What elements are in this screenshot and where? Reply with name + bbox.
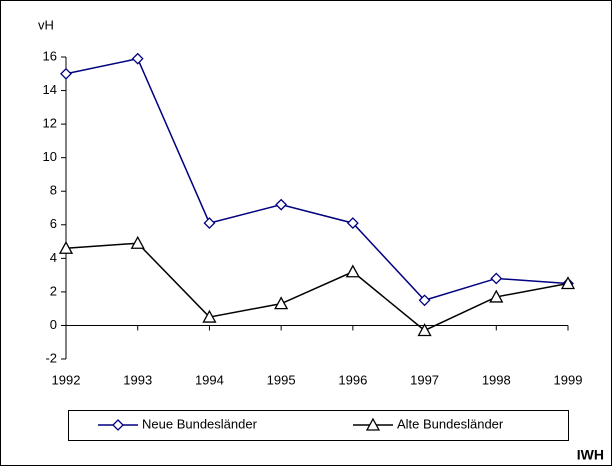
x-tick-label: 1997 [410,372,439,387]
y-tick-label: 2 [50,283,57,298]
y-tick-label: -2 [45,350,57,365]
legend-label: Alte Bundesländer [397,416,504,431]
x-tick-label: 1992 [52,372,81,387]
point-marker [346,217,359,230]
y-tick-label: 4 [50,250,57,265]
point-marker [58,240,74,254]
y-axis-label: vH [38,17,54,32]
x-tick-label: 1999 [554,372,583,387]
point-marker [489,289,504,303]
legend [68,410,569,441]
y-tick-label: 0 [50,317,57,332]
point-marker [275,198,288,211]
x-tick-label: 1996 [338,372,367,387]
x-tick-label: 1993 [123,372,152,387]
y-tick-label: 6 [50,216,57,231]
legend-label: Neue Bundesländer [142,416,258,431]
x-tick-label: 1998 [482,372,511,387]
y-tick-label: 8 [50,183,57,198]
y-tick-label: 12 [43,116,57,131]
point-marker [560,276,576,290]
y-tick-label: 14 [43,82,57,97]
y-tick-label: 16 [43,48,57,63]
point-marker [131,52,144,65]
point-marker [203,217,216,230]
point-marker [274,296,289,310]
source-label: IWH [577,447,604,463]
y-tick-label: 10 [43,149,57,164]
point-marker [345,264,360,278]
point-marker [490,272,503,285]
point-marker [418,294,431,307]
point-marker [130,235,145,249]
series-line [65,57,569,302]
point-marker [60,67,72,80]
legend-marker [365,417,381,431]
point-marker [417,323,432,337]
point-marker [202,309,217,323]
x-tick-label: 1994 [195,372,224,387]
x-tick-label: 1995 [267,372,296,387]
series-line [65,242,569,332]
legend-marker [112,419,124,431]
